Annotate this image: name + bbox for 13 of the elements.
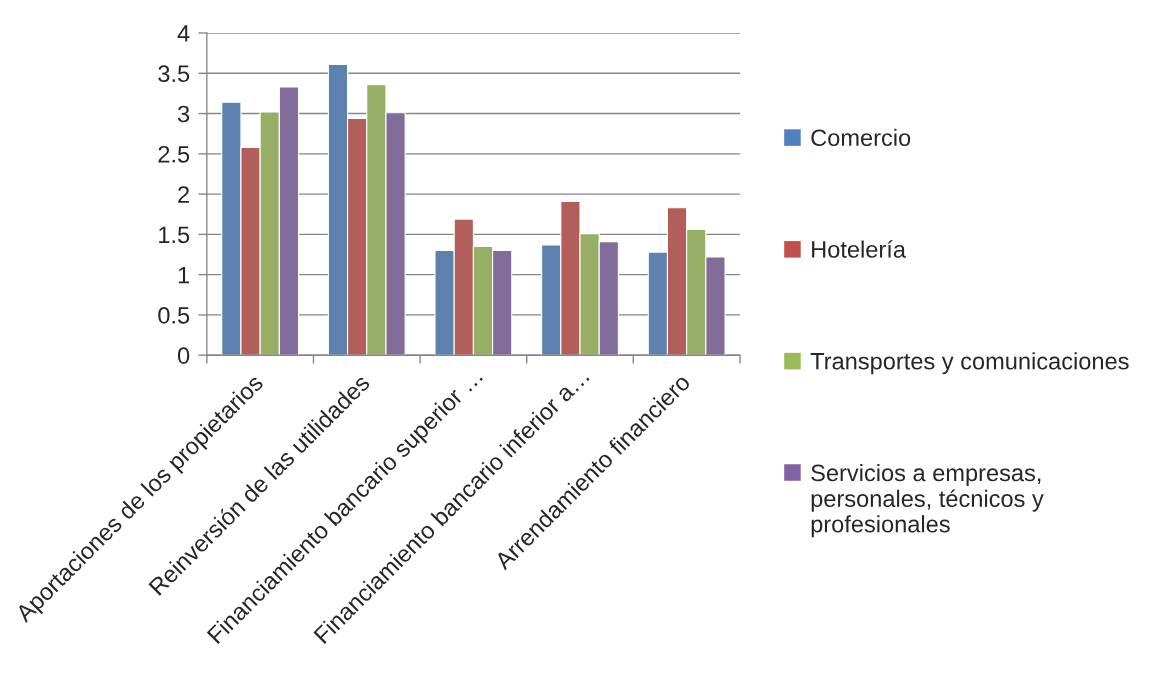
y-tick-label: 1.5 (159, 226, 190, 244)
y-tick-label: 2 (178, 186, 189, 203)
legend-label: Transportes y comunicaciones (810, 352, 1129, 375)
legend-label: Servicios a empresas, personales, técnicos y profesionales (811, 463, 1044, 538)
y-tick-label: 1 (178, 266, 189, 284)
y-tick-label: 0.5 (158, 306, 190, 324)
legend-label: Comercio (811, 128, 911, 147)
y-tick-label: 2.5 (158, 145, 190, 163)
y-tick-label: 4 (177, 25, 190, 42)
y-tick-label: 3.5 (158, 65, 190, 83)
y-tick-label: 0 (177, 347, 190, 364)
legend-label: Hotelería (812, 240, 906, 258)
y-tick-label: 3 (177, 105, 190, 123)
